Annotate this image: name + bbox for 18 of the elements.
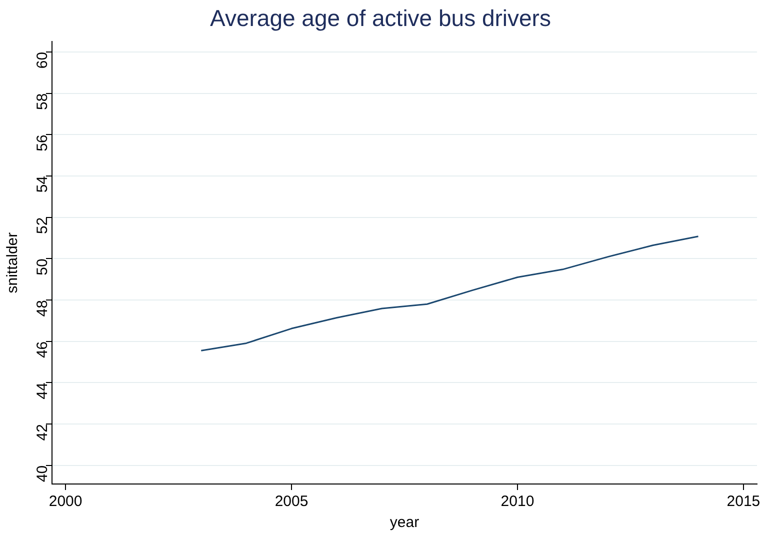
x-axis-title: year (390, 514, 420, 532)
x-tick-label: 2010 (500, 493, 534, 510)
y-tick-label: 40 (34, 465, 52, 482)
y-tick-label: 58 (34, 93, 52, 110)
y-tick-label: 52 (34, 217, 52, 234)
x-tick-label: 2005 (274, 493, 308, 510)
y-tick-label: 44 (34, 382, 52, 400)
x-tick-label: 2015 (726, 493, 760, 510)
y-tick-label: 56 (34, 134, 52, 152)
y-tick-label: 54 (34, 176, 52, 193)
y-tick-label: 42 (34, 424, 52, 441)
y-axis-title: snittalder (4, 232, 22, 294)
y-tick-label: 60 (34, 52, 52, 69)
x-tick-label: 2000 (48, 493, 82, 510)
chart-title: Average age of active bus drivers (210, 5, 551, 32)
y-tick-label: 50 (34, 258, 52, 276)
y-tick-label: 48 (34, 300, 52, 317)
y-tick-label: 46 (34, 341, 52, 358)
